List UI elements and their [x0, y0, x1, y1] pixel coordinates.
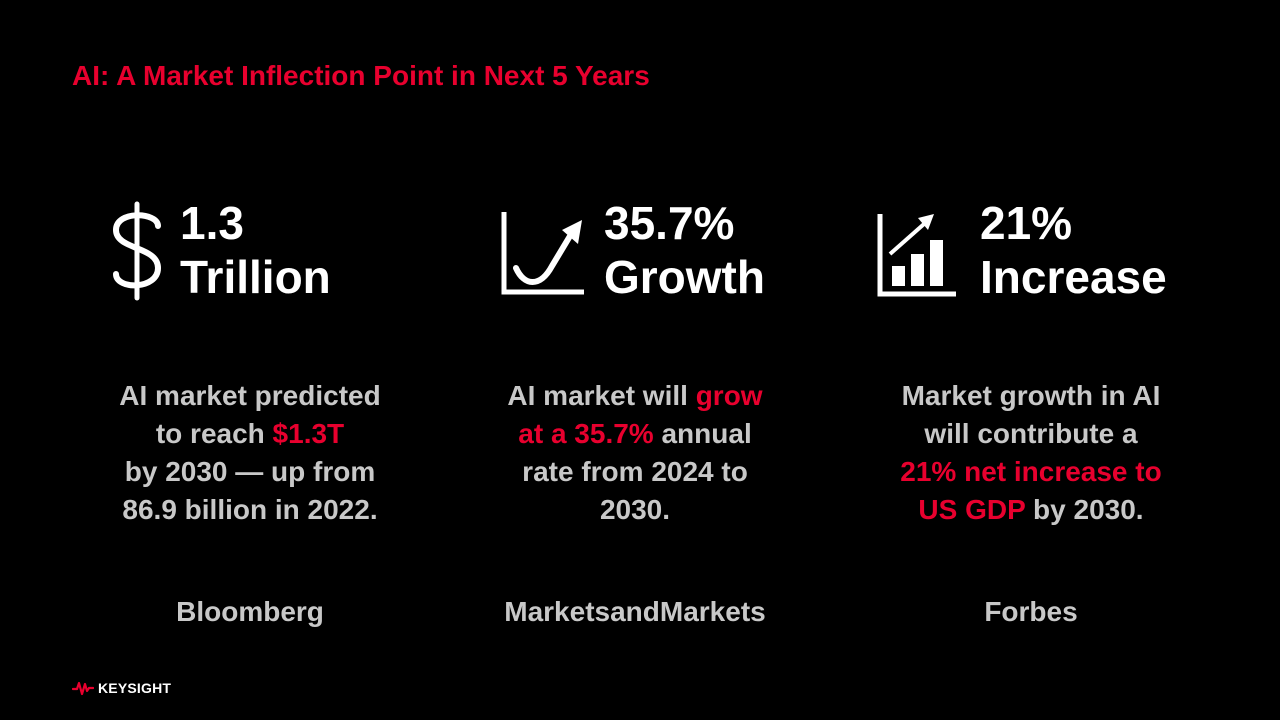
stat-value-growth: 35.7% Growth	[604, 196, 765, 304]
desc-text: AI market will	[507, 380, 696, 411]
desc-highlight: US GDP	[918, 494, 1026, 525]
description-growth-rate: AI market will grow at a 35.7% annual ra…	[455, 377, 815, 529]
source-bloomberg: Bloomberg	[176, 596, 324, 627]
desc-line-2: to reach $1.3T	[70, 415, 430, 453]
stat-line-2: Growth	[604, 251, 765, 303]
desc-highlight: at a 35.7%	[518, 418, 654, 449]
desc-text: to reach	[155, 418, 273, 449]
stat-value-increase: 21% Increase	[980, 196, 1167, 304]
desc-line-4: 2030.	[599, 494, 671, 525]
slide-title: AI: A Market Inflection Point in Next 5 …	[72, 60, 650, 91]
stat-line-2: Increase	[980, 251, 1167, 303]
desc-text: by 2030.	[1025, 494, 1144, 525]
stat-line-1: 21%	[980, 197, 1073, 249]
desc-highlight: grow	[695, 380, 763, 411]
stat-line-1: 35.7%	[604, 197, 735, 249]
desc-highlight: $1.3T	[272, 418, 345, 449]
keysight-logo: KEYSIGHT	[72, 678, 171, 698]
growth-curve-icon	[501, 212, 584, 295]
stat-line-2: Trillion	[180, 251, 331, 303]
description-market-size: AI market predicted to reach $1.3T by 20…	[70, 377, 430, 529]
desc-line-2: at a 35.7% annual	[455, 415, 815, 453]
stat-line-1: 1.3	[180, 197, 244, 249]
desc-line-3: 21% net increase to	[900, 456, 1162, 487]
desc-line-4: 86.9 billion in 2022.	[122, 494, 378, 525]
desc-line-4: US GDP by 2030.	[851, 491, 1211, 529]
desc-line-3: by 2030 — up from	[124, 456, 376, 487]
source-marketsandmarkets: MarketsandMarkets	[504, 596, 766, 627]
desc-line-1: AI market predicted	[119, 380, 381, 411]
desc-text: annual	[653, 418, 752, 449]
desc-line-2: will contribute a	[924, 418, 1138, 449]
description-gdp-increase: Market growth in AI will contribute a 21…	[851, 377, 1211, 529]
logo-text: KEYSIGHT	[98, 680, 172, 696]
stat-value-trillion: 1.3 Trillion	[180, 196, 331, 304]
bar-chart-up-icon	[877, 214, 956, 297]
source-forbes: Forbes	[984, 596, 1078, 627]
keysight-wave-icon	[72, 681, 94, 696]
dollar-sign-icon	[112, 201, 162, 301]
desc-line-1: AI market will grow	[455, 377, 815, 415]
desc-line-1: Market growth in AI	[901, 380, 1161, 411]
desc-line-3: rate from 2024 to	[522, 456, 748, 487]
